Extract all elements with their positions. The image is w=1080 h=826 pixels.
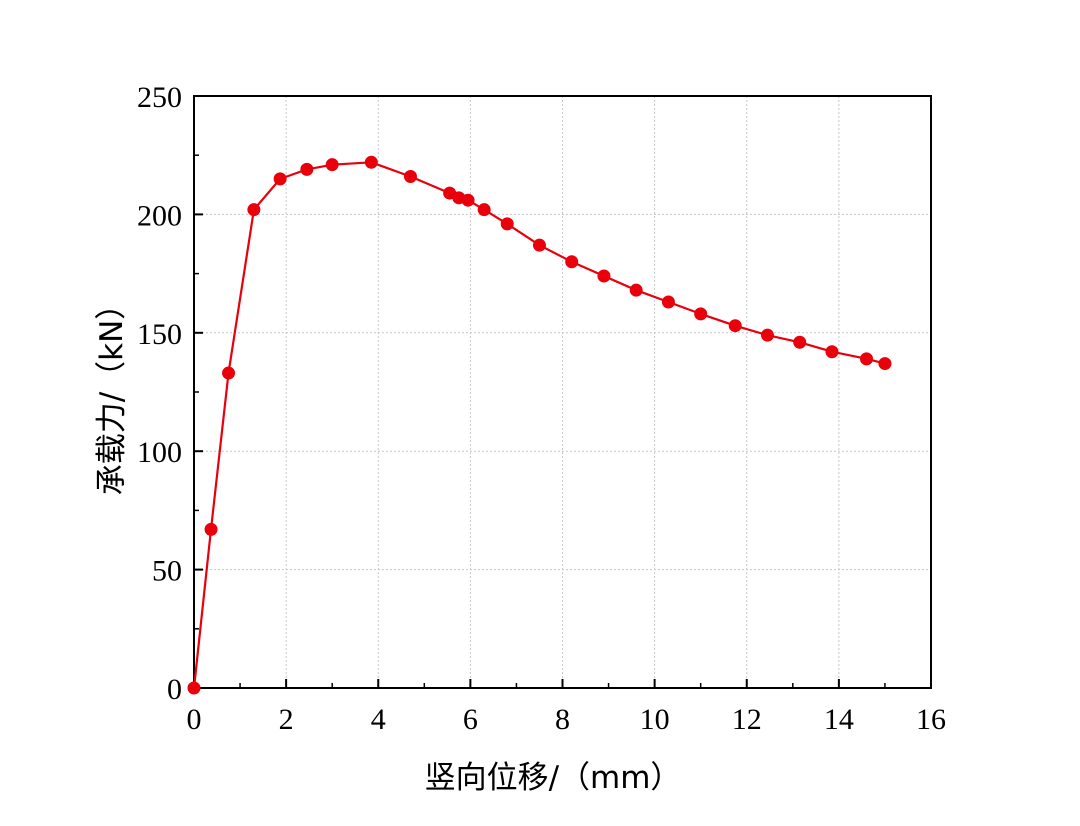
data-point: [187, 681, 201, 695]
y-tick-labels: 0 50 100 150 200 250: [137, 81, 182, 706]
data-point: [728, 319, 742, 333]
x-tick-label: 10: [640, 703, 670, 736]
x-tick-label: 16: [916, 703, 946, 736]
minor-ticks: [194, 154, 886, 688]
y-tick-label: 100: [137, 436, 182, 469]
data-point: [500, 217, 514, 231]
data-point: [760, 328, 774, 342]
data-point: [661, 295, 675, 309]
data-point: [477, 203, 491, 217]
data-point: [273, 172, 287, 186]
data-point: [204, 522, 218, 536]
x-tick-label: 0: [187, 703, 202, 736]
x-tick-label: 14: [824, 703, 854, 736]
data-point: [629, 283, 643, 297]
data-point: [565, 255, 579, 269]
y-tick-label: 0: [167, 673, 182, 706]
y-tick-label: 200: [137, 199, 182, 232]
data-point: [694, 307, 708, 321]
x-tick-label: 2: [279, 703, 294, 736]
data-point: [825, 345, 839, 359]
data-point: [403, 170, 417, 184]
y-tick-label: 50: [152, 555, 182, 588]
data-point: [860, 352, 874, 366]
data-point: [364, 155, 378, 169]
x-tick-label: 12: [732, 703, 762, 736]
data-point: [878, 357, 892, 371]
x-tick-label: 8: [555, 703, 570, 736]
x-tick-label: 6: [463, 703, 478, 736]
y-tick-label: 150: [137, 318, 182, 351]
data-point: [532, 238, 546, 252]
y-tick-label: 250: [137, 81, 182, 114]
data-point: [793, 335, 807, 349]
x-tick-labels: 0 2 4 6 8 10 12 14 16: [187, 703, 947, 736]
data-point: [247, 203, 261, 217]
data-point: [597, 269, 611, 283]
y-axis-title: 承载力/（kN）: [94, 289, 130, 496]
x-axis-title: 竖向位移/（mm）: [425, 760, 682, 796]
plot-frame: [193, 95, 932, 689]
data-point: [325, 158, 339, 172]
data-point: [461, 193, 475, 207]
data-point: [300, 162, 314, 176]
x-tick-label: 4: [371, 703, 386, 736]
data-point: [222, 366, 236, 380]
grid-lines: [194, 96, 931, 688]
series-layer: [187, 155, 892, 695]
